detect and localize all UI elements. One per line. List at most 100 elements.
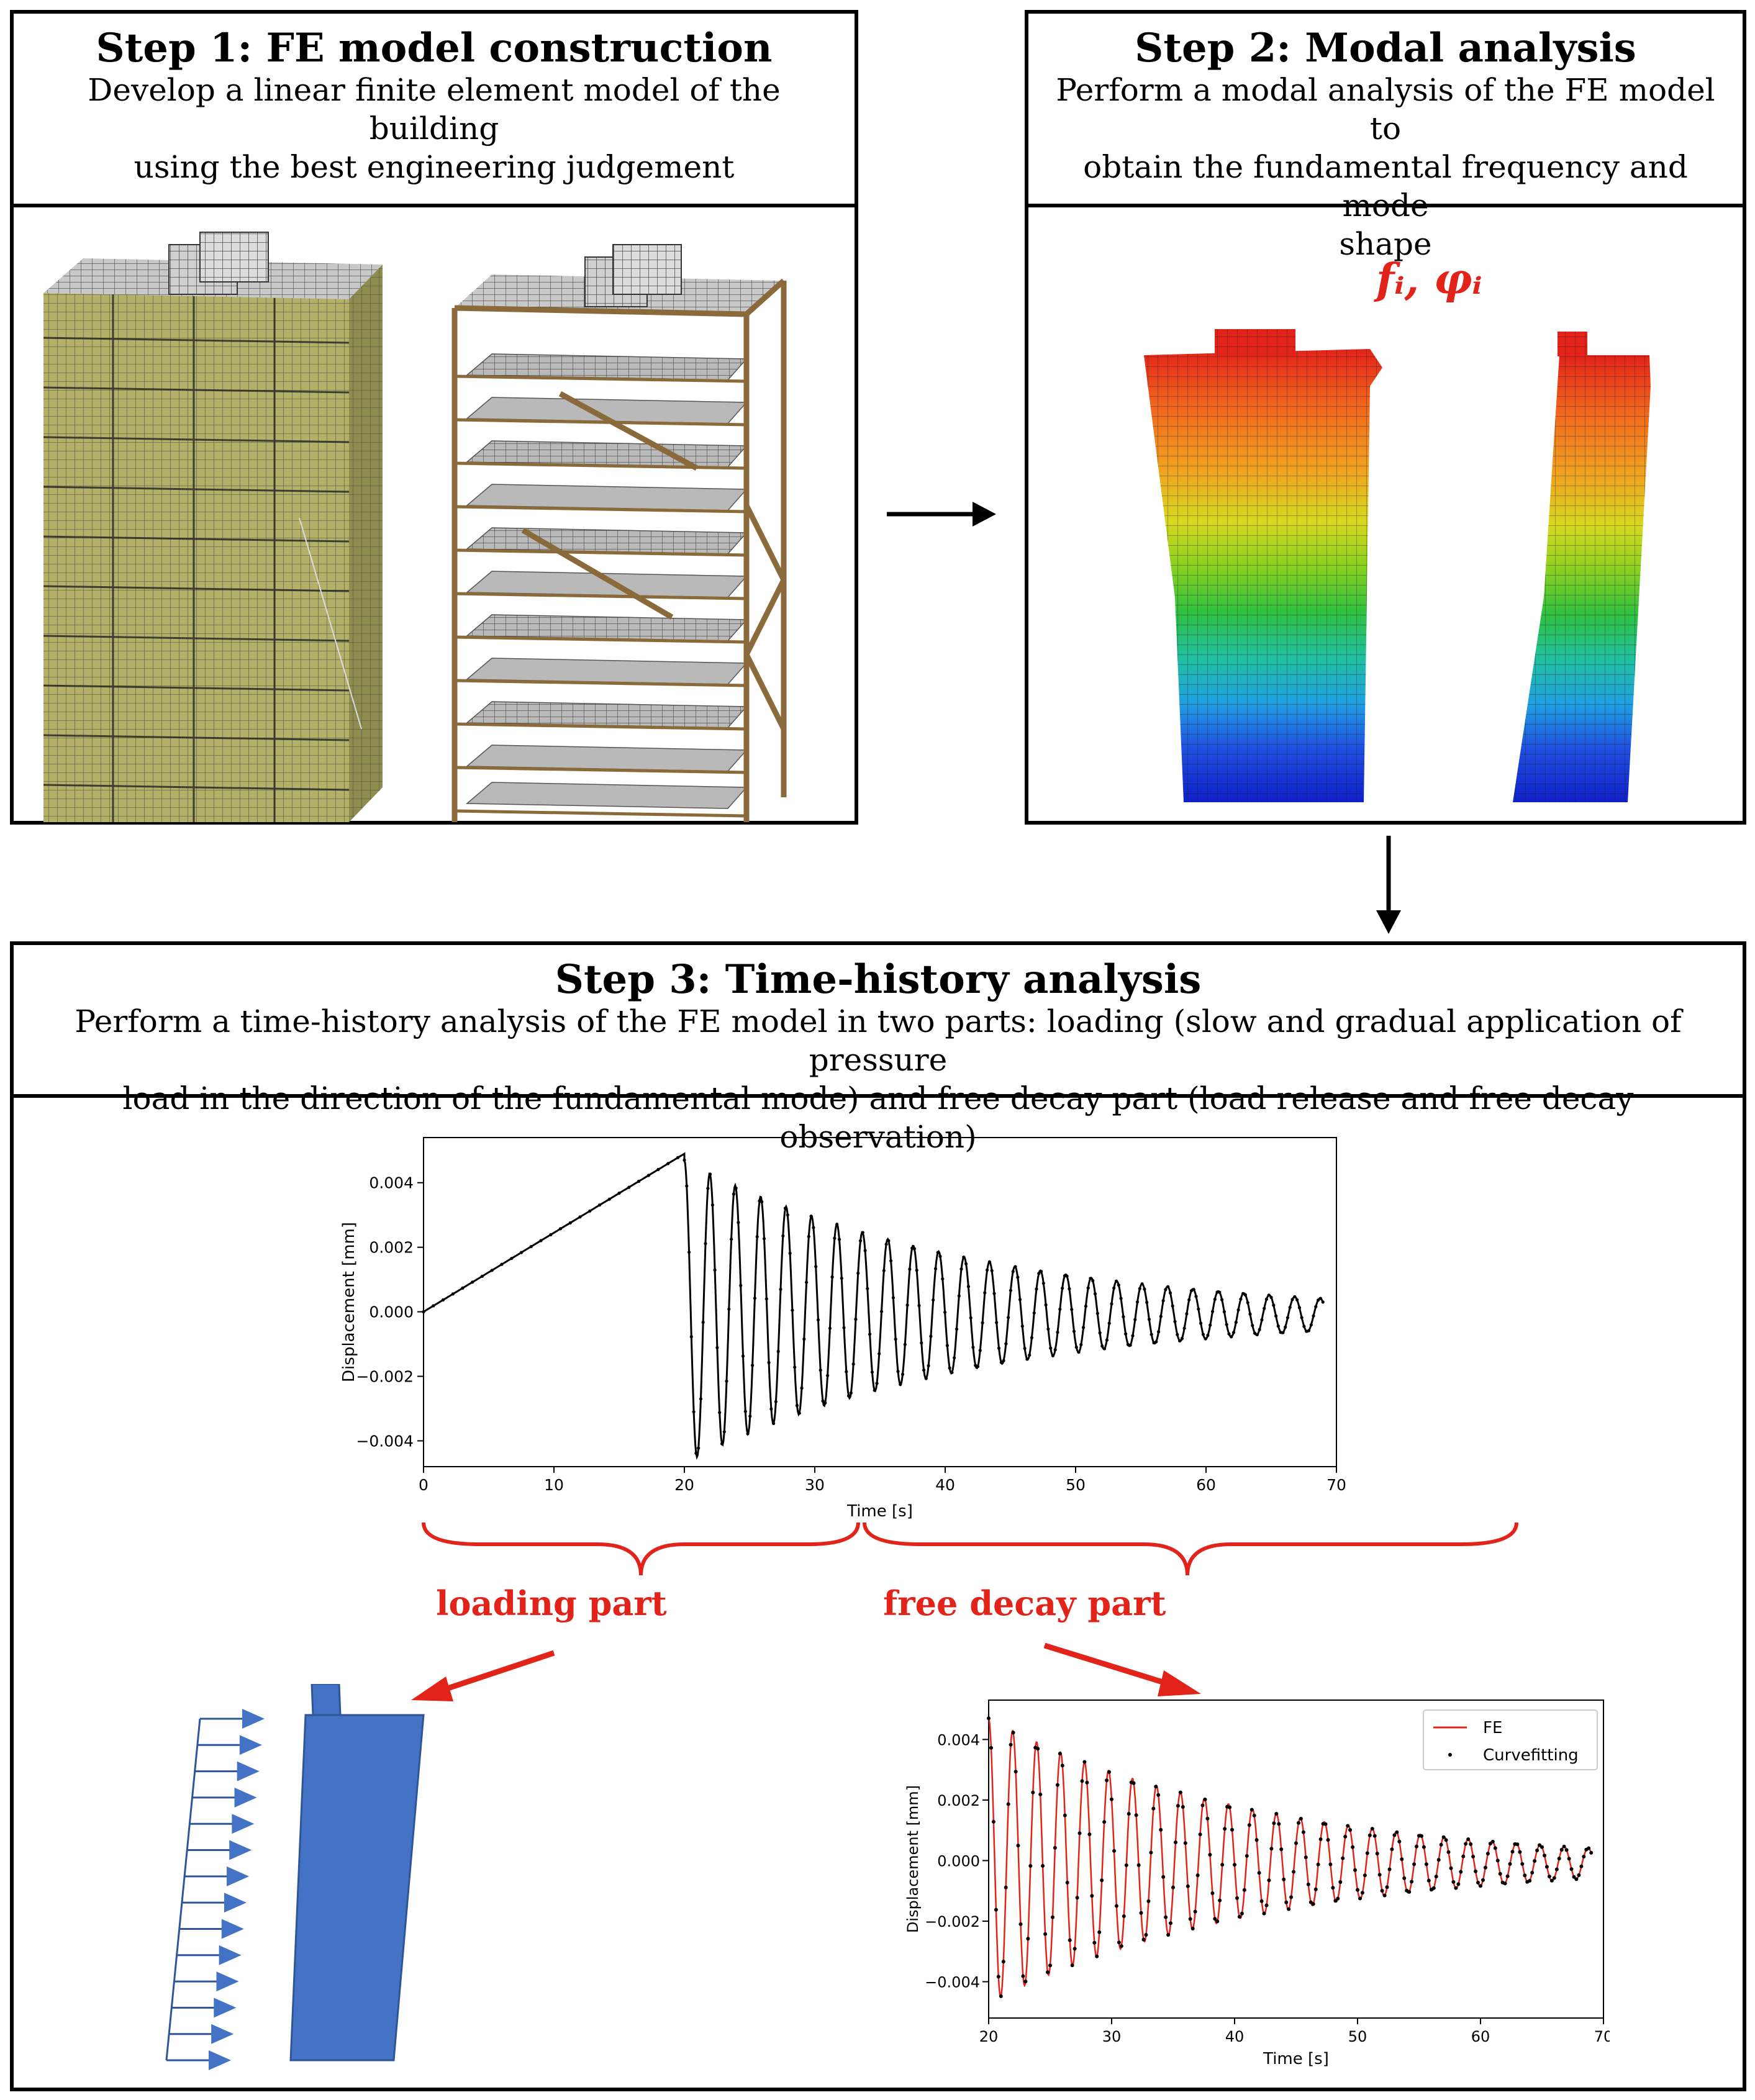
chart1-point — [1218, 1290, 1222, 1294]
chart1-point — [1182, 1326, 1186, 1330]
chart2-point — [1323, 1822, 1328, 1826]
chart2-point — [1326, 1838, 1330, 1842]
chart2-point — [1279, 1847, 1284, 1852]
chart1-point — [791, 1308, 794, 1312]
chart1-point — [986, 1268, 989, 1272]
pressure-arrow-head — [232, 1814, 255, 1834]
chart1-point — [1251, 1324, 1254, 1328]
chart1-point — [812, 1226, 815, 1229]
chart2-point — [1284, 1900, 1289, 1904]
chart1-point — [981, 1321, 984, 1324]
chart2-point — [1358, 1896, 1362, 1901]
chart1-point — [849, 1391, 853, 1395]
chart2-point — [1543, 1853, 1546, 1858]
pressure-arrow-head — [237, 1761, 260, 1781]
chart1-point — [992, 1292, 996, 1295]
chart2-point — [1245, 1853, 1249, 1858]
chart2-point — [1131, 1781, 1136, 1785]
chart1-point — [863, 1249, 867, 1252]
chart2-point — [1363, 1873, 1367, 1878]
chart1-point — [692, 1410, 696, 1414]
chart2-point — [1230, 1827, 1234, 1832]
chart1-point — [823, 1401, 827, 1405]
chart1-point — [764, 1297, 768, 1301]
loading-brace — [422, 1522, 860, 1576]
pressure-arrow-head — [239, 1735, 262, 1755]
chart1-point — [1072, 1329, 1076, 1333]
chart2-point — [1254, 1838, 1259, 1842]
chart1-point — [786, 1213, 789, 1217]
chart2-point — [1065, 1880, 1069, 1885]
chart2-point — [1557, 1857, 1561, 1861]
chart1-point — [666, 1162, 670, 1165]
chart1-point — [997, 1346, 1001, 1350]
chart2-point — [1141, 1937, 1146, 1942]
chart1-point — [1091, 1279, 1095, 1283]
pressure-arrow-head — [209, 2050, 231, 2070]
chart2-point — [1485, 1852, 1490, 1856]
chart1-point — [1030, 1336, 1033, 1339]
chart2-point — [1051, 1915, 1054, 1919]
chart2-point — [991, 1819, 995, 1824]
chart1-point — [962, 1256, 966, 1259]
chart1-xlabel: Time [s] — [846, 1502, 913, 1521]
chart2-point — [1119, 1944, 1123, 1948]
chart1-point — [1274, 1314, 1278, 1318]
chart2-point — [1208, 1853, 1212, 1857]
chart2-point — [1043, 1932, 1048, 1936]
chart2-point — [1198, 1832, 1202, 1837]
chart1-point — [1143, 1287, 1146, 1291]
chart1-point — [1128, 1343, 1132, 1347]
chart1-point — [941, 1277, 945, 1281]
chart2-point — [994, 1908, 998, 1912]
chart2-point — [1077, 1831, 1082, 1835]
chart2-point — [1415, 1844, 1418, 1849]
chart1-point — [783, 1206, 787, 1210]
chart2-point — [1102, 1820, 1107, 1824]
chart2-point — [1009, 1742, 1013, 1747]
chart1-point — [1288, 1305, 1292, 1310]
chart1-xtick-label-0: 0 — [419, 1476, 429, 1494]
chart2-point — [1124, 1863, 1128, 1867]
chart1-point — [873, 1388, 876, 1392]
chart2-point — [1136, 1863, 1141, 1867]
arrow-step2-to-step3 — [1376, 836, 1401, 934]
chart2-point — [1080, 1779, 1084, 1783]
chart2-point — [1410, 1880, 1414, 1884]
chart2-point — [989, 1745, 993, 1750]
chart1-point — [1114, 1279, 1118, 1283]
chart2-point — [1046, 1970, 1050, 1975]
chart2-point — [1195, 1873, 1200, 1878]
mode-shape-side — [1513, 332, 1651, 802]
chart2-point — [1481, 1878, 1485, 1882]
chart2-point — [1582, 1855, 1586, 1858]
chart1-point — [490, 1269, 494, 1272]
chart2-point — [1193, 1909, 1197, 1914]
chart2-point — [1048, 1963, 1052, 1968]
chart1-point — [1046, 1327, 1050, 1331]
chart1-point — [1209, 1323, 1212, 1327]
step2-box: Step 2: Modal analysis Perform a modal a… — [1025, 10, 1746, 825]
pressure-arrow-head — [214, 1998, 237, 2018]
chart2-point — [1380, 1889, 1384, 1893]
chart2-point — [1134, 1813, 1138, 1817]
chart1-point — [899, 1383, 902, 1387]
chart2-point — [1572, 1875, 1576, 1879]
chart2-point — [1252, 1813, 1256, 1817]
chart1-point — [858, 1239, 863, 1242]
chart1-point — [933, 1267, 938, 1270]
step3-box: Step 3: Time-history analysis Perform a … — [10, 941, 1746, 2091]
chart1-point — [807, 1234, 810, 1238]
chart1-point — [1204, 1337, 1207, 1341]
chart2-point — [1387, 1867, 1392, 1871]
chart2-point — [1058, 1752, 1062, 1756]
chart2-point — [1063, 1813, 1067, 1817]
chart1-point — [1213, 1297, 1217, 1301]
chart1-point — [1159, 1315, 1163, 1318]
chart1-xtick-label-4: 40 — [935, 1476, 955, 1494]
chart2-point — [1127, 1812, 1131, 1816]
chart1-point — [510, 1257, 514, 1260]
step1-building-models — [43, 232, 787, 822]
chart1-plot-frame — [423, 1137, 1337, 1467]
chart2-point — [1441, 1835, 1446, 1839]
